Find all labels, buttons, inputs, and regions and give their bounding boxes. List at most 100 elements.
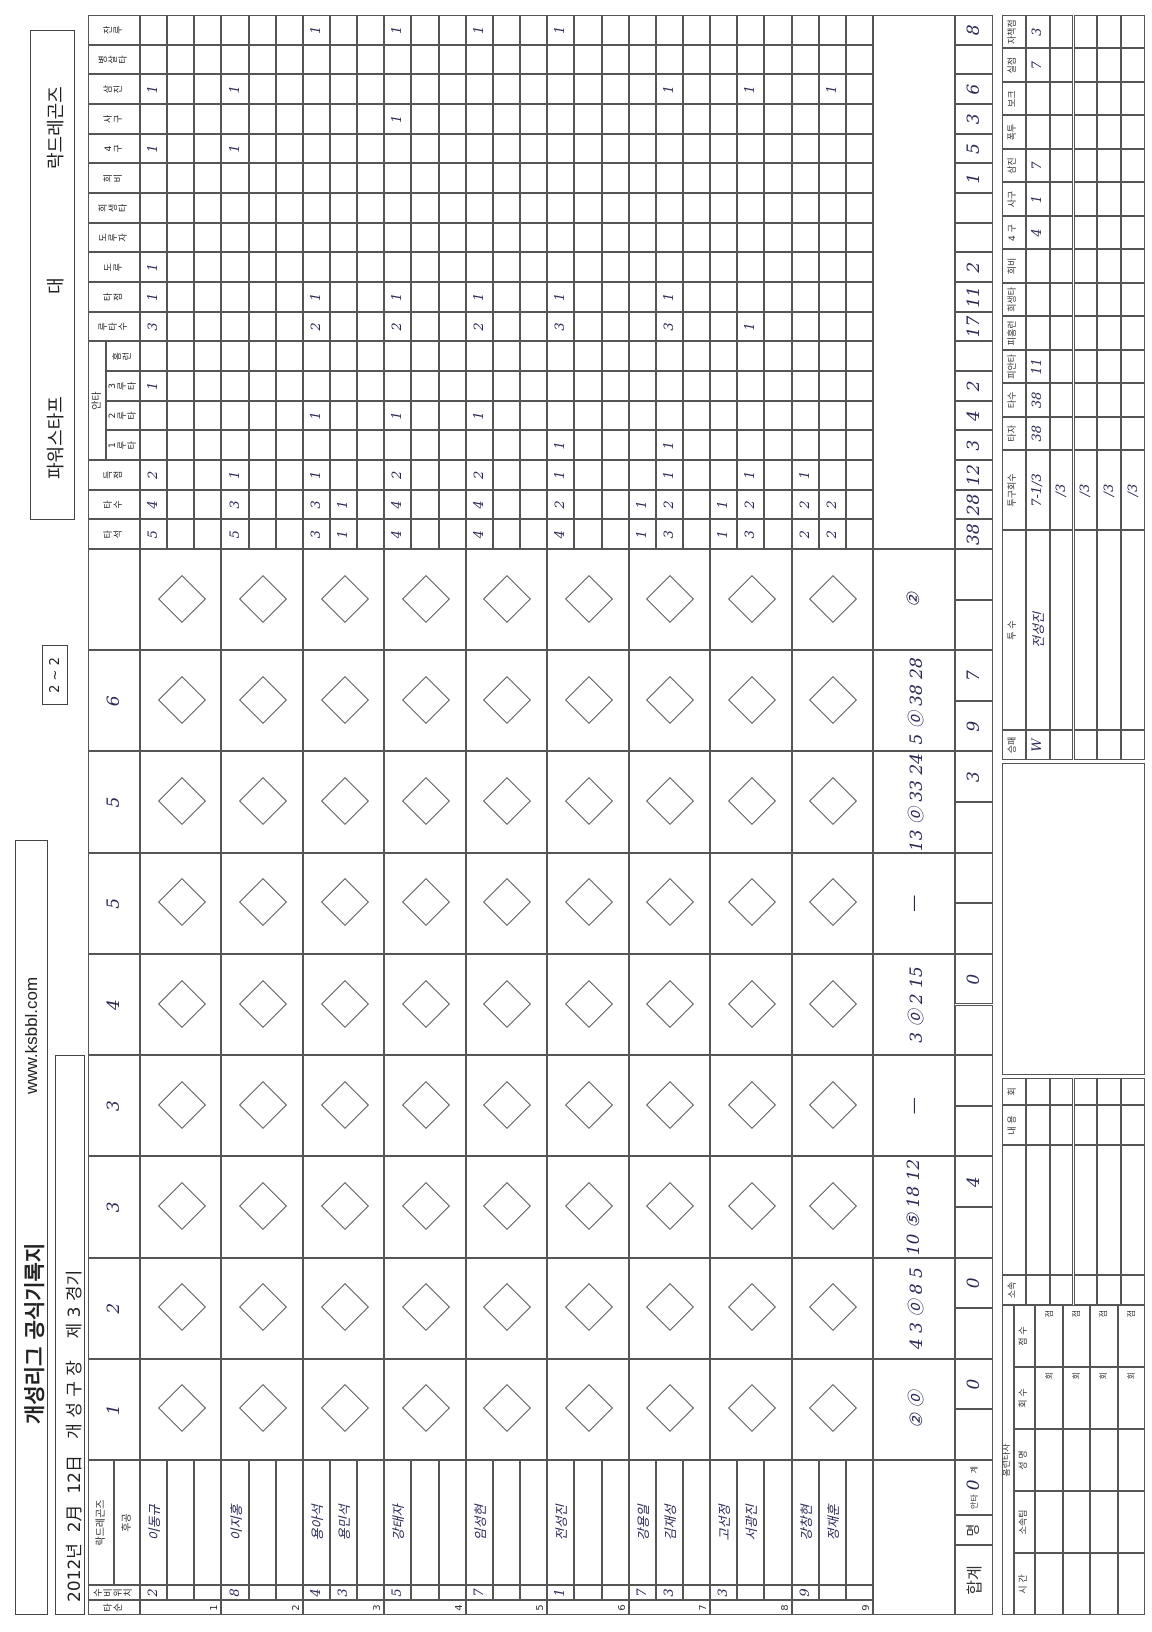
stat-cell: [655, 222, 683, 253]
homerun-cell: [1090, 1553, 1118, 1615]
pitcher-cell: 7-1/3: [1025, 450, 1050, 530]
at-bat-cell: [710, 1156, 792, 1258]
base-diamond-icon: [564, 1080, 613, 1129]
pitcher-cell: [1049, 148, 1074, 183]
at-bat-cell: [384, 549, 466, 651]
homerun-cell: 회: [1062, 1367, 1091, 1429]
stat-cell: [330, 400, 358, 431]
base-diamond-icon: [239, 1080, 288, 1129]
inning-summary: 3 ⓪ 2 15: [873, 953, 955, 1056]
stat-cell: [248, 311, 276, 342]
stat-cell: [710, 252, 738, 282]
stat-cell: [547, 133, 575, 164]
stat-cell: [411, 44, 439, 75]
stat-cell: [275, 193, 303, 223]
stat-header-12: 희 비: [88, 163, 140, 193]
base-diamond-icon: [646, 1080, 695, 1129]
base-diamond-icon: [402, 1384, 451, 1433]
stat-cell: [275, 282, 303, 312]
homerun-cell: 회: [1035, 1367, 1063, 1429]
stat-cell: [682, 282, 711, 312]
batting-order-1: 1: [140, 1600, 222, 1615]
stat-cell: [737, 133, 765, 164]
stat-cell: [140, 222, 168, 253]
stat-cell: [764, 341, 792, 371]
stat-cell: [791, 74, 819, 104]
at-bat-cell: [221, 650, 303, 752]
stat-cell: [357, 104, 385, 134]
stat-cell: 2: [302, 311, 331, 342]
stat-cell: [357, 341, 385, 371]
stat-cell: [791, 133, 819, 164]
stat-cell: 1: [330, 489, 358, 520]
stat-header-2: 득 점: [88, 460, 140, 490]
at-bat-cell: [140, 852, 222, 954]
pitcher-cell: [1121, 15, 1145, 49]
inning-header-8: 6: [88, 650, 140, 752]
inning-header-2: 2: [88, 1257, 140, 1359]
stat-cell: [601, 341, 629, 371]
stat-cell: [845, 104, 873, 134]
batting-order-2: 2: [221, 1600, 303, 1615]
stat-cell: [194, 163, 222, 193]
stat-cell: [438, 489, 466, 520]
stat-cell: [248, 400, 276, 431]
position-cell: 5: [384, 1585, 412, 1600]
stat-cell: 2: [791, 519, 819, 549]
stat-cell: [411, 133, 439, 164]
batting-order-5: 5: [465, 1600, 548, 1615]
stat-cell: [194, 104, 222, 134]
stat-cell: 4: [465, 489, 493, 520]
at-bat-cell: [221, 549, 303, 651]
position-cell: 4: [302, 1585, 331, 1600]
stat-cell: [438, 104, 466, 134]
homerun-header-2: 성 명: [1013, 1429, 1036, 1491]
notes-cell: [1025, 1275, 1050, 1305]
stat-cell: 4: [384, 519, 412, 549]
stat-cell: [302, 222, 331, 253]
stat-cell: [248, 341, 276, 371]
stat-cell: [574, 519, 602, 549]
stat-cell: [737, 282, 765, 312]
stat-cell: [465, 133, 493, 164]
base-diamond-icon: [809, 777, 858, 826]
player-name: [601, 1460, 629, 1585]
inning-header-6: 5: [88, 852, 140, 954]
at-bat-cell: [140, 1257, 222, 1359]
pitcher-cell: 7: [1025, 48, 1050, 82]
at-bat-cell: [791, 852, 873, 954]
stat-cell: [384, 74, 412, 104]
stat-cell: [845, 74, 873, 104]
base-diamond-icon: [157, 777, 206, 826]
base-diamond-icon: [646, 1283, 695, 1332]
homerun-cell: 점: [1062, 1305, 1091, 1367]
at-bat-cell: [628, 1257, 711, 1359]
stat-cell: 1: [384, 15, 412, 45]
stat-header-4: 2 루 타: [106, 400, 140, 431]
homerun-cell: [1117, 1491, 1145, 1553]
base-diamond-icon: [646, 1384, 695, 1433]
stat-cell: [248, 282, 276, 312]
inning-summary: 4 3 ⓪ 8 5: [873, 1257, 955, 1359]
stat-cell: [384, 341, 412, 371]
base-diamond-icon: [157, 979, 206, 1028]
stat-cell: [384, 44, 412, 75]
batting-order-4: 4: [384, 1600, 466, 1615]
stat-cell: [547, 252, 575, 282]
stat-total: 1: [955, 163, 993, 193]
notes-header-1: [1002, 1145, 1026, 1275]
notes-cell: [1025, 1105, 1050, 1145]
stat-cell: [710, 460, 738, 490]
pitcher-cell: [1097, 148, 1122, 183]
stat-cell: 4: [465, 519, 493, 549]
stat-cell: [574, 282, 602, 312]
stat-cell: [520, 74, 548, 104]
pitcher-cell: [1025, 282, 1050, 317]
at-bat-cell: [628, 953, 711, 1056]
stat-cell: [275, 341, 303, 371]
hits-total-cell: 안타 0 계: [955, 1460, 993, 1515]
stat-cell: [221, 222, 249, 253]
stat-total: 38: [955, 519, 993, 549]
stat-cell: [492, 489, 521, 520]
